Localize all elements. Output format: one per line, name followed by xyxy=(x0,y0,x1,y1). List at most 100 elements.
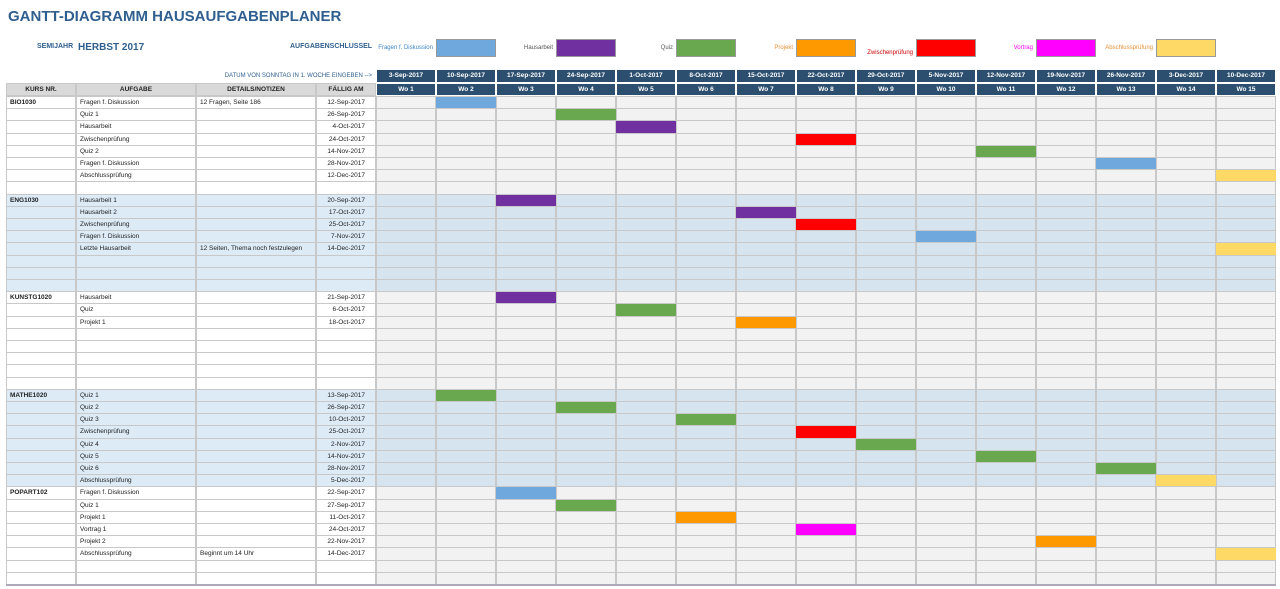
task-bar xyxy=(976,450,1036,462)
task-cell xyxy=(196,315,316,329)
week-cell xyxy=(556,193,616,207)
week-cell xyxy=(976,242,1036,256)
week-cell xyxy=(916,108,976,122)
week-cell xyxy=(856,571,916,585)
task-cell xyxy=(76,376,196,390)
week-cell xyxy=(616,193,676,207)
task-cell xyxy=(196,169,316,183)
week-cell xyxy=(496,547,556,561)
week-cell xyxy=(856,327,916,341)
week-cell xyxy=(496,327,556,341)
task-cell: Hausarbeit xyxy=(76,291,196,305)
week-cell xyxy=(676,315,736,329)
week-cell xyxy=(376,364,436,378)
week-cell xyxy=(796,437,856,451)
week-cell xyxy=(436,510,496,524)
task-cell: Quiz xyxy=(76,303,196,317)
week-cell xyxy=(796,413,856,427)
week-cell xyxy=(436,425,496,439)
week-cell xyxy=(1096,120,1156,134)
week-cell xyxy=(856,144,916,158)
week-cell xyxy=(736,230,796,244)
legend-label: Zwischenprüfung xyxy=(867,50,913,56)
week-cell xyxy=(616,108,676,122)
week-cell xyxy=(616,132,676,146)
week-cell xyxy=(916,169,976,183)
week-cell xyxy=(676,376,736,390)
week-date: 15-Oct-2017 xyxy=(736,69,796,83)
column-header: AUFGABE xyxy=(76,83,196,96)
week-cell xyxy=(1216,449,1276,463)
week-label: Wo 6 xyxy=(676,83,736,96)
task-cell: 7-Nov-2017 xyxy=(316,230,376,244)
week-label: Wo 7 xyxy=(736,83,796,96)
task-cell: Letzte Hausarbeit xyxy=(76,242,196,256)
week-cell xyxy=(496,303,556,317)
task-cell: Projekt 2 xyxy=(76,535,196,549)
task-bar xyxy=(496,292,556,304)
week-cell xyxy=(676,132,736,146)
week-cell xyxy=(616,181,676,195)
week-cell xyxy=(1216,327,1276,341)
task-cell: 4-Oct-2017 xyxy=(316,120,376,134)
week-cell xyxy=(1036,193,1096,207)
week-cell xyxy=(1096,449,1156,463)
week-date: 22-Oct-2017 xyxy=(796,69,856,83)
week-label: Wo 11 xyxy=(976,83,1036,96)
week-cell xyxy=(496,230,556,244)
week-cell xyxy=(736,169,796,183)
task-cell xyxy=(196,291,316,305)
task-bar xyxy=(676,511,736,523)
task-bar xyxy=(1216,243,1276,255)
week-cell xyxy=(916,120,976,134)
week-cell xyxy=(1036,486,1096,500)
week-label: Wo 8 xyxy=(796,83,856,96)
week-cell xyxy=(1096,388,1156,402)
week-cell xyxy=(796,205,856,219)
week-label: Wo 13 xyxy=(1096,83,1156,96)
week-cell xyxy=(1036,315,1096,329)
task-cell xyxy=(196,437,316,451)
week-cell xyxy=(976,230,1036,244)
week-cell xyxy=(736,474,796,488)
week-cell xyxy=(856,169,916,183)
week-cell xyxy=(616,254,676,268)
week-cell xyxy=(556,132,616,146)
week-cell xyxy=(376,352,436,366)
course-cell xyxy=(6,535,76,549)
week-cell xyxy=(1036,510,1096,524)
week-cell xyxy=(1036,291,1096,305)
week-cell xyxy=(436,132,496,146)
week-cell xyxy=(376,266,436,280)
week-cell xyxy=(1216,193,1276,207)
week-cell xyxy=(1036,144,1096,158)
title: GANTT-DIAGRAMM HAUSAUFGABENPLANER xyxy=(8,8,342,25)
week-cell xyxy=(1216,230,1276,244)
legend-swatch xyxy=(676,39,736,57)
semester-label: SEMIJAHR xyxy=(37,43,74,50)
week-cell xyxy=(736,535,796,549)
week-cell xyxy=(376,132,436,146)
week-cell xyxy=(496,559,556,573)
week-cell xyxy=(916,498,976,512)
week-cell xyxy=(916,193,976,207)
week-cell xyxy=(856,364,916,378)
week-cell xyxy=(916,144,976,158)
week-cell xyxy=(616,327,676,341)
week-date: 3-Dec-2017 xyxy=(1156,69,1216,83)
course-cell xyxy=(6,571,76,585)
week-cell xyxy=(1216,437,1276,451)
course-cell xyxy=(6,108,76,122)
week-cell xyxy=(736,425,796,439)
week-label: Wo 9 xyxy=(856,83,916,96)
week-cell xyxy=(436,230,496,244)
task-cell xyxy=(196,181,316,195)
task-cell xyxy=(316,266,376,280)
week-cell xyxy=(796,266,856,280)
week-cell xyxy=(436,364,496,378)
course-cell: MATHE1020 xyxy=(6,388,76,402)
course-cell xyxy=(6,510,76,524)
week-cell xyxy=(556,449,616,463)
legend-label: Vortrag xyxy=(1013,44,1033,51)
week-cell xyxy=(616,205,676,219)
